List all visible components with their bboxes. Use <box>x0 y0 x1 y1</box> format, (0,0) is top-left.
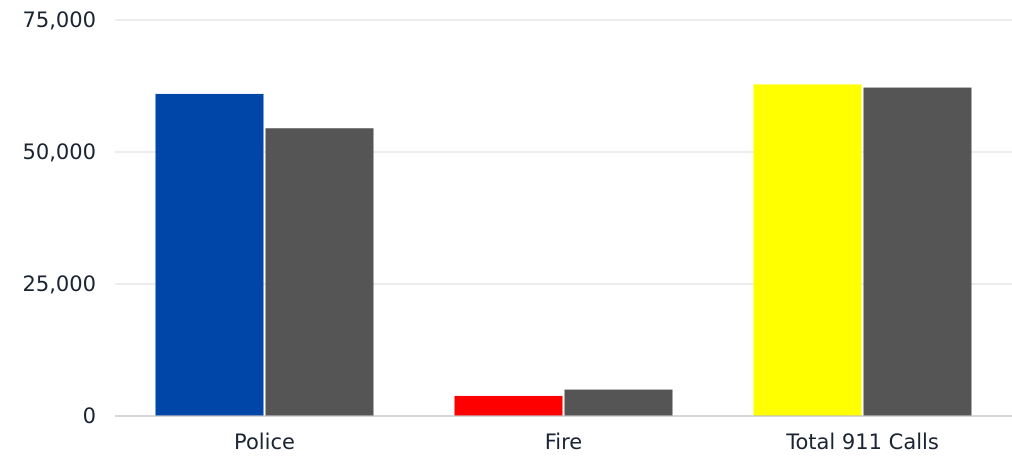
bar-fire-series-1 <box>454 395 563 416</box>
bar-total-911-calls-series-1 <box>753 84 862 416</box>
x-category-label: Total 911 Calls <box>785 430 939 454</box>
bar-police-series-2 <box>265 128 374 417</box>
bar-fire-series-2 <box>564 389 673 416</box>
x-axis-labels: Police Fire Total 911 Calls <box>234 430 939 454</box>
bars <box>155 84 972 417</box>
y-axis-ticks: 0 25,000 50,000 75,000 <box>23 8 96 428</box>
x-category-label: Fire <box>545 430 582 454</box>
y-tick-label: 0 <box>83 404 96 428</box>
bar-police-series-1 <box>155 93 264 417</box>
y-tick-label: 75,000 <box>23 8 96 32</box>
x-category-label: Police <box>234 430 295 454</box>
gridlines <box>115 19 1012 285</box>
y-tick-label: 50,000 <box>23 140 96 164</box>
y-tick-label: 25,000 <box>23 272 96 296</box>
bar-total-911-calls-series-2 <box>863 87 972 417</box>
